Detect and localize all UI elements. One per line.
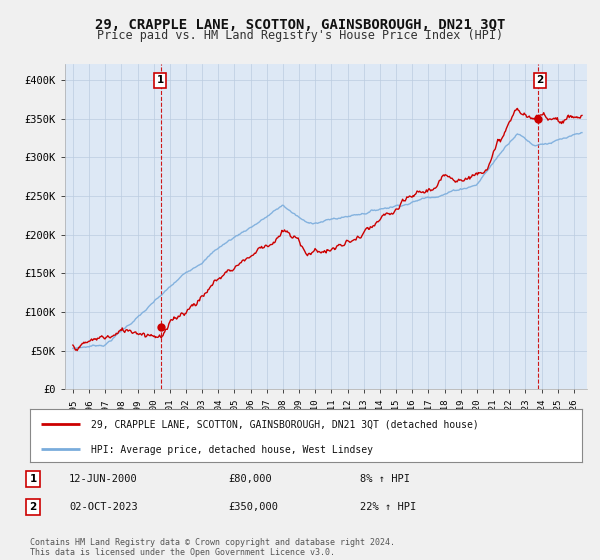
Text: HPI: Average price, detached house, West Lindsey: HPI: Average price, detached house, West…: [91, 445, 373, 455]
Text: Price paid vs. HM Land Registry's House Price Index (HPI): Price paid vs. HM Land Registry's House …: [97, 29, 503, 42]
Text: 2: 2: [29, 502, 37, 512]
Text: 8% ↑ HPI: 8% ↑ HPI: [360, 474, 410, 484]
Text: Contains HM Land Registry data © Crown copyright and database right 2024.
This d: Contains HM Land Registry data © Crown c…: [30, 538, 395, 557]
Text: 02-OCT-2023: 02-OCT-2023: [69, 502, 138, 512]
Text: 1: 1: [29, 474, 37, 484]
Text: £80,000: £80,000: [228, 474, 272, 484]
Text: 12-JUN-2000: 12-JUN-2000: [69, 474, 138, 484]
Text: 1: 1: [157, 75, 164, 85]
Text: £350,000: £350,000: [228, 502, 278, 512]
Text: 2: 2: [536, 75, 544, 85]
Text: 29, CRAPPLE LANE, SCOTTON, GAINSBOROUGH, DN21 3QT (detached house): 29, CRAPPLE LANE, SCOTTON, GAINSBOROUGH,…: [91, 420, 478, 430]
Text: 22% ↑ HPI: 22% ↑ HPI: [360, 502, 416, 512]
Text: 29, CRAPPLE LANE, SCOTTON, GAINSBOROUGH, DN21 3QT: 29, CRAPPLE LANE, SCOTTON, GAINSBOROUGH,…: [95, 18, 505, 32]
